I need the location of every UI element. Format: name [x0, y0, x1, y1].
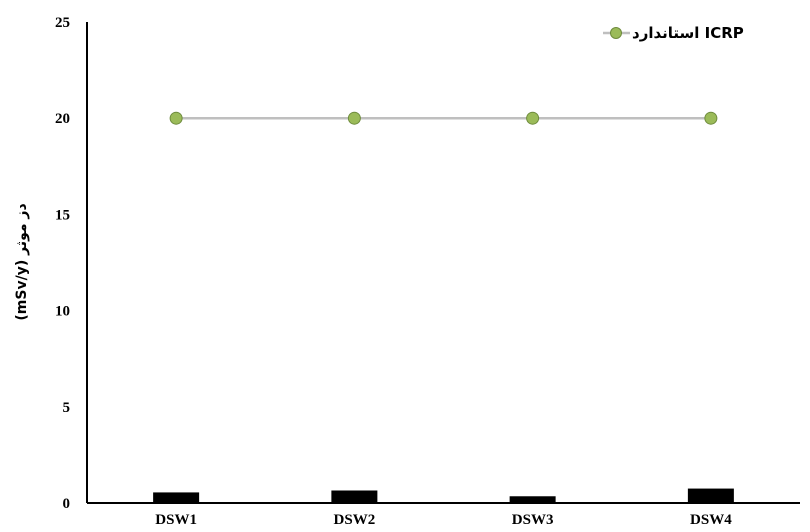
bar	[509, 496, 556, 503]
y-tick-labels: 0 5 10 15 20 25	[55, 15, 70, 512]
bars	[153, 488, 734, 503]
bar	[687, 488, 734, 503]
y-tick-label: 10	[55, 304, 70, 320]
line-point	[169, 111, 183, 125]
y-tick-label: 5	[63, 400, 71, 416]
y-tick-label: 20	[55, 111, 70, 127]
plot-area	[86, 22, 800, 504]
legend-marker-swatch	[610, 27, 622, 39]
bar	[153, 492, 200, 503]
line-series	[169, 111, 718, 125]
y-tick-label: 25	[55, 15, 70, 31]
legend: استاندارد ICRP	[603, 24, 744, 42]
bar	[331, 490, 378, 503]
x-tick-labels: DSW1 DSW2 DSW3 DSW4	[155, 512, 732, 528]
y-tick-label: 15	[55, 207, 70, 223]
line-point	[526, 111, 540, 125]
line-point	[704, 111, 718, 125]
line-point	[347, 111, 361, 125]
x-tick-label: DSW4	[690, 512, 732, 528]
x-tick-label: DSW3	[512, 512, 554, 528]
y-axis-title: دز موثر (mSv/y)	[14, 203, 30, 320]
x-tick-label: DSW2	[334, 512, 376, 528]
x-tick-label: DSW1	[155, 512, 197, 528]
legend-label: استاندارد ICRP	[632, 24, 744, 42]
y-tick-label: 0	[63, 496, 71, 512]
